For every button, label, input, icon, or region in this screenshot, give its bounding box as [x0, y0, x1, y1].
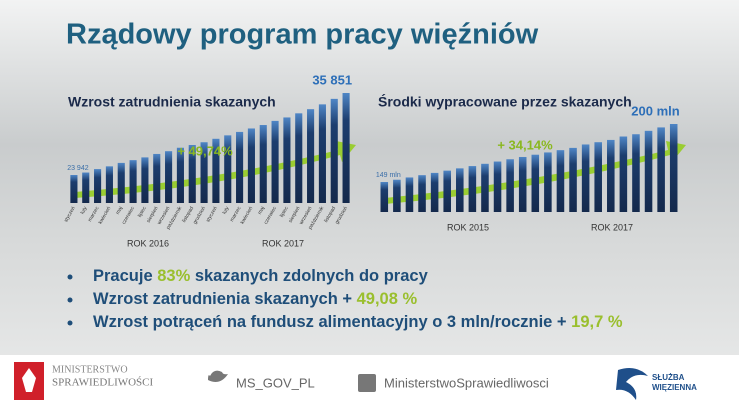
bar	[607, 139, 615, 212]
bar	[200, 142, 208, 203]
bar	[468, 166, 477, 212]
bar	[594, 142, 602, 212]
bullet-before: Pracuje	[93, 267, 157, 285]
x-group-label: ROK 2016	[127, 238, 169, 248]
bullet-after: skazanych zdolnych do pracy	[190, 267, 428, 285]
bullet-before: Wzrost zatrudnienia skazanych +	[93, 290, 357, 308]
bar	[556, 150, 565, 212]
bullet-dot	[67, 320, 73, 326]
bar	[644, 130, 653, 212]
bullet-highlight: 83%	[157, 267, 190, 285]
twitter-handle[interactable]: MS_GOV_PL	[236, 375, 315, 390]
bar	[506, 159, 514, 212]
bar	[493, 161, 502, 212]
bar	[481, 163, 489, 212]
chart-title: Wzrost zatrudnienia skazanych	[68, 94, 276, 110]
bar	[129, 160, 137, 203]
service-name: SŁUŻBA	[652, 373, 685, 382]
ministry-name: MINISTERSTWO	[52, 364, 128, 375]
trend-arrow	[385, 141, 686, 204]
bar	[259, 125, 267, 203]
bar	[581, 144, 590, 212]
value-label: 149 mln	[376, 172, 401, 179]
bullet-highlight: 19,7 %	[571, 313, 623, 331]
bar	[531, 154, 540, 212]
bar	[330, 98, 338, 203]
x-group-label: ROK 2015	[447, 222, 489, 232]
facebook-icon	[358, 374, 376, 392]
bullet-text: Wzrost potrąceń na fundusz alimentacyjny…	[93, 313, 623, 331]
bar	[443, 170, 451, 212]
bar	[94, 169, 102, 203]
bar	[632, 134, 640, 212]
service-emblem	[616, 368, 648, 400]
bar	[418, 175, 426, 212]
bar	[669, 124, 678, 212]
bullet-text: Wzrost zatrudnienia skazanych + 49,08 %	[93, 290, 417, 308]
x-tick-label: luty	[80, 205, 89, 215]
value-label: 200 mln	[631, 103, 679, 118]
slide-title: Rządowy program pracy więźniów	[66, 19, 539, 51]
value-label: 23 942	[67, 165, 89, 172]
chart-title: Środki wypracowane przez skazanych	[378, 93, 632, 110]
ministry-name: SPRAWIEDLIWOŚCI	[52, 377, 154, 389]
bar	[518, 156, 527, 212]
annotation: + 49,74%	[177, 143, 233, 158]
twitter-icon	[208, 370, 228, 382]
bar	[456, 168, 464, 212]
bar	[176, 147, 184, 203]
value-label: 35 851	[312, 72, 352, 87]
bar	[393, 179, 401, 212]
bar	[569, 147, 577, 212]
bar	[405, 177, 414, 212]
bar	[283, 117, 291, 203]
bar	[105, 166, 113, 203]
bar	[544, 152, 552, 212]
bar	[165, 151, 173, 203]
bar	[619, 136, 628, 212]
bar	[224, 135, 232, 203]
x-group-label: ROK 2017	[591, 222, 633, 232]
bullet-before: Wzrost potrąceń na fundusz alimentacyjny…	[93, 313, 571, 331]
bar	[295, 113, 303, 203]
bar	[380, 182, 389, 212]
bar	[236, 131, 244, 203]
bar	[141, 157, 149, 203]
bar	[430, 172, 439, 212]
service-name: WIĘZIENNA	[652, 383, 697, 392]
bar	[117, 162, 125, 203]
bar	[153, 153, 161, 203]
bar	[271, 120, 279, 203]
bar	[70, 175, 78, 203]
x-tick-label: maj	[257, 206, 266, 216]
bar	[82, 172, 90, 203]
annotation: + 34,14%	[497, 137, 553, 152]
bar	[657, 127, 665, 212]
bullet-dot	[67, 297, 73, 303]
x-tick-label: lipiec	[279, 205, 290, 218]
x-tick-label: lipiec	[137, 205, 148, 218]
x-group-label: ROK 2017	[262, 238, 304, 248]
trend-arrow	[75, 141, 356, 198]
bar	[212, 138, 220, 203]
eagle-icon	[22, 368, 36, 392]
facebook-handle[interactable]: MinisterstwoSprawiedliwosci	[384, 375, 549, 390]
bullet-text: Pracuje 83% skazanych zdolnych do pracy	[93, 267, 429, 285]
bullet-dot	[67, 274, 73, 280]
footer: MINISTERSTWO SPRAWIEDLIWOŚCI MS_GOV_PL M…	[14, 362, 697, 400]
bullet-highlight: 49,08 %	[357, 290, 418, 308]
x-tick-label: luty	[222, 205, 231, 215]
bar	[247, 128, 255, 203]
bar	[188, 144, 196, 203]
bar	[342, 93, 350, 203]
x-tick-label: maj	[115, 206, 124, 216]
bar	[318, 104, 326, 203]
bar	[307, 109, 315, 203]
